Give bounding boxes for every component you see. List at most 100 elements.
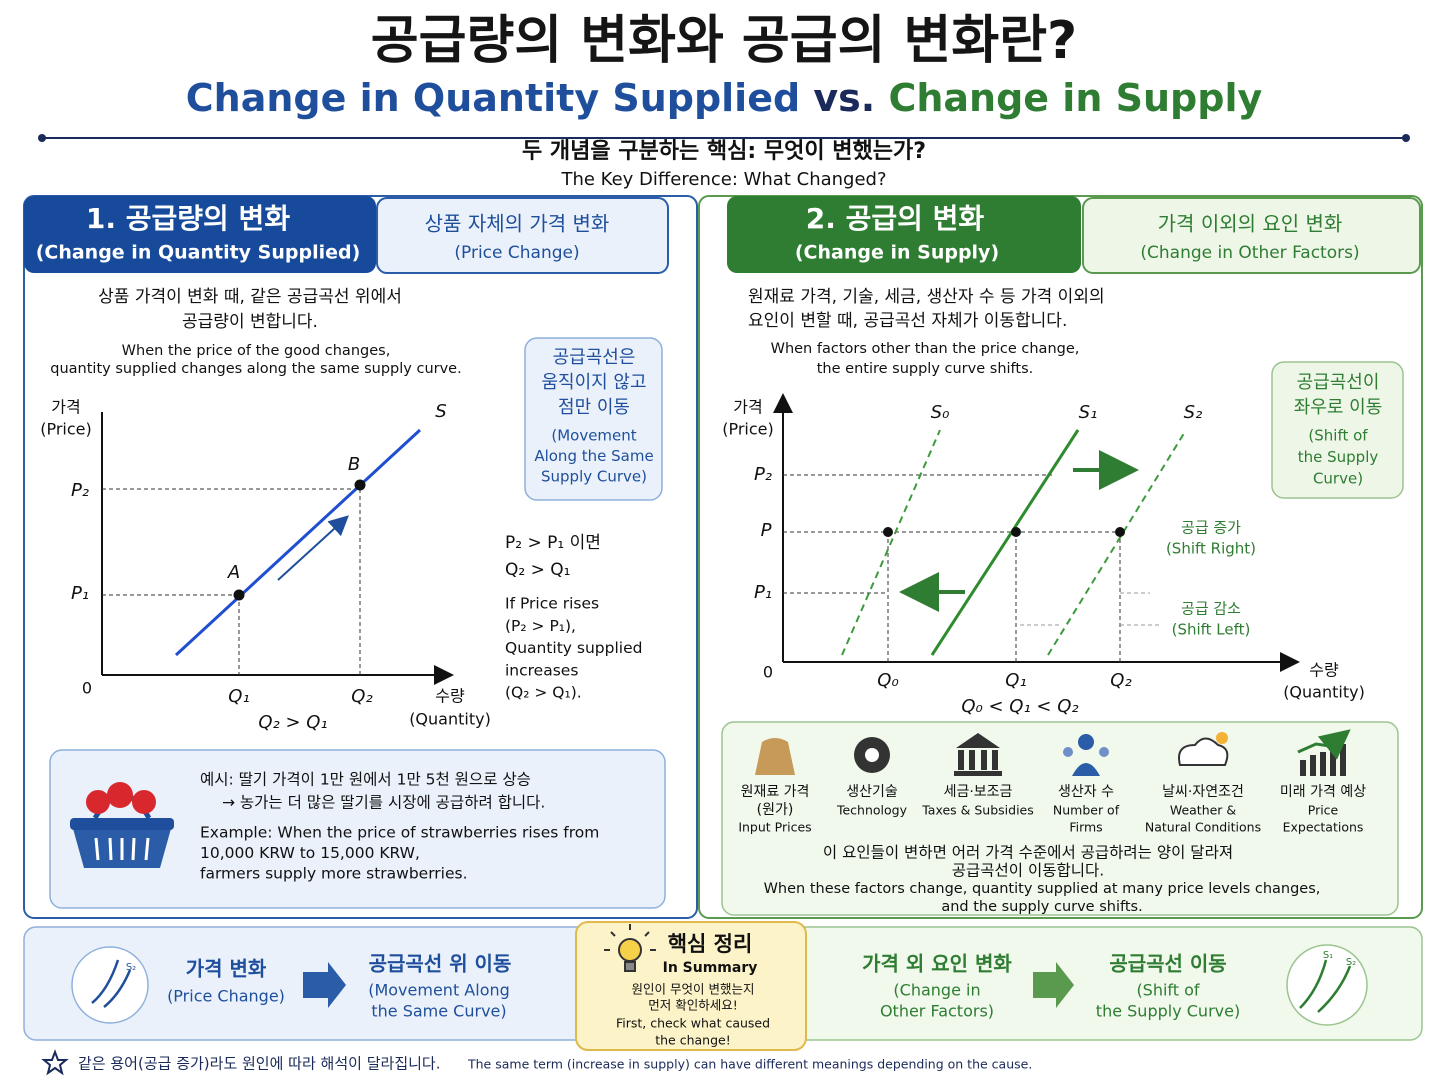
right-graph bbox=[773, 393, 1300, 672]
left-panel bbox=[23, 195, 698, 919]
note-en: Along the Same bbox=[534, 447, 653, 465]
example: 예시: 딸기 가격이 1만 원에서 1만 5천 원으로 상승 bbox=[200, 771, 531, 789]
summary-result-en: the Supply Curve) bbox=[1096, 1002, 1240, 1021]
right-panel bbox=[698, 195, 1423, 919]
example-en: farmers supply more strawberries. bbox=[200, 865, 468, 883]
axis-label: (Price) bbox=[40, 420, 92, 439]
factor-label: 날씨·자연조건 bbox=[1162, 784, 1244, 800]
shift-label: 공급 증가 bbox=[1181, 519, 1241, 537]
summary-result-en: (Shift of bbox=[1136, 981, 1199, 1000]
origin-label: 0 bbox=[763, 663, 773, 682]
quantity-label: Q₂ bbox=[351, 686, 372, 707]
curve-label: S₂ bbox=[1184, 402, 1203, 423]
side-text: P₂ > P₁ 이면 bbox=[505, 533, 601, 553]
factor-label: 원재료 가격 bbox=[741, 784, 810, 800]
factor-label-en: Expectations bbox=[1283, 820, 1364, 835]
factor-note: 공급곡선이 이동합니다. bbox=[952, 862, 1104, 880]
icon-label: S₁ bbox=[1323, 950, 1333, 961]
title-ko: 공급량의 변화와 공급의 변화란? bbox=[371, 11, 1077, 71]
description-en: When the price of the good changes, bbox=[122, 343, 391, 359]
summary-text-en: the change! bbox=[655, 1033, 731, 1048]
example: → 농가는 더 많은 딸기를 시장에 공급하려 합니다. bbox=[222, 794, 545, 812]
summary bbox=[23, 921, 1423, 1076]
axis-label: (Quantity) bbox=[409, 710, 491, 729]
panel-tag-en: (Change in Other Factors) bbox=[1140, 243, 1359, 263]
summary-text: 먼저 확인하세요! bbox=[648, 998, 738, 1013]
factor-note: 이 요인들이 변하면 어러 가격 수준에서 공급하려는 양이 달라져 bbox=[823, 844, 1233, 862]
summary-cause-en: (Price Change) bbox=[167, 987, 285, 1006]
description: 공급량이 변합니다. bbox=[182, 312, 318, 332]
quantity-label: Q₀ bbox=[877, 670, 898, 691]
factor-label: (원가) bbox=[757, 802, 794, 818]
note-en: Curve) bbox=[1313, 470, 1363, 488]
side-text-en: (Q₂ > Q₁). bbox=[505, 684, 582, 702]
factor-label-en: Weather & bbox=[1170, 803, 1237, 818]
note-en: the Supply bbox=[1298, 448, 1379, 466]
panel-tag-en: (Price Change) bbox=[454, 243, 579, 263]
factor-label-en: Taxes & Subsidies bbox=[921, 803, 1034, 818]
factor-label: 생산기술 bbox=[846, 784, 898, 800]
panel-heading: 1. 공급량의 변화 bbox=[86, 202, 290, 235]
curve-label: S₁ bbox=[1079, 402, 1098, 423]
quantity-label: Q₂ bbox=[1110, 670, 1131, 691]
summary-cause: 가격 변화 bbox=[186, 957, 267, 981]
icon-label: S₂ bbox=[1346, 957, 1356, 968]
relation-label: Q₀ < Q₁ < Q₂ bbox=[961, 696, 1078, 717]
shift-label: (Shift Right) bbox=[1166, 540, 1256, 558]
description-en: When factors other than the price change… bbox=[771, 341, 1080, 357]
factor-label: 미래 가격 예상 bbox=[1280, 784, 1366, 800]
factor-label: 생산자 수 bbox=[1058, 784, 1114, 800]
left-graph bbox=[101, 412, 454, 685]
axis-label: 가격 bbox=[733, 398, 762, 417]
description-en: quantity supplied changes along the same… bbox=[50, 361, 461, 377]
point-label: A bbox=[227, 562, 240, 583]
summary-cause-en: Other Factors) bbox=[880, 1002, 994, 1021]
subtitle-ko: 두 개념을 구분하는 핵심: 무엇이 변했는가? bbox=[522, 139, 926, 164]
description: 상품 가격이 변화 때, 같은 공급곡선 위에서 bbox=[98, 287, 402, 307]
point-label: B bbox=[348, 454, 360, 475]
summary-cause-en: (Change in bbox=[893, 981, 980, 1000]
panel-tag: 상품 자체의 가격 변화 bbox=[425, 212, 610, 236]
summary-title-en: In Summary bbox=[663, 960, 758, 976]
factor-label-en: Technology bbox=[836, 803, 908, 818]
factor-note-en: When these factors change, quantity supp… bbox=[764, 881, 1321, 897]
note: 공급곡선은 bbox=[553, 347, 636, 368]
example-en: 10,000 KRW to 15,000 KRW, bbox=[200, 844, 420, 862]
price-label: P₂ bbox=[754, 464, 772, 485]
quantity-label: Q₁ bbox=[1005, 670, 1026, 691]
footer-en: The same term (increase in supply) can h… bbox=[467, 1057, 1032, 1072]
summary-text-en: First, check what caused bbox=[616, 1016, 770, 1031]
factor-label-en: Number of bbox=[1053, 803, 1120, 818]
side-text: Q₂ > Q₁ bbox=[505, 560, 570, 580]
relation-label: Q₂ > Q₁ bbox=[258, 712, 327, 733]
shift-label: (Shift Left) bbox=[1172, 621, 1251, 639]
summary-text: 원인이 무엇이 변했는지 bbox=[632, 982, 755, 997]
note: 움직이지 않고 bbox=[541, 372, 646, 393]
summary-result: 공급곡선 이동 bbox=[1109, 952, 1226, 976]
divider bbox=[38, 134, 1410, 142]
factor-label: 세금·보조금 bbox=[944, 784, 1013, 800]
price-label: P₁ bbox=[71, 583, 89, 604]
title-en-2: Change in Supply bbox=[888, 76, 1262, 120]
factor-label-en: Input Prices bbox=[738, 820, 811, 835]
factor-label-en: Firms bbox=[1069, 820, 1102, 835]
subtitle-en: The Key Difference: What Changed? bbox=[560, 169, 886, 190]
origin-label: 0 bbox=[82, 679, 92, 698]
example-en: Example: When the price of strawberries … bbox=[200, 824, 599, 842]
axis-label: 수량 bbox=[435, 687, 465, 706]
side-text-en: increases bbox=[505, 661, 578, 679]
axis-label: 수량 bbox=[1309, 661, 1339, 680]
basket-icon bbox=[70, 782, 174, 868]
title-en-vs: vs. bbox=[813, 76, 875, 120]
panel-heading: 2. 공급의 변화 bbox=[806, 202, 985, 235]
description: 원재료 가격, 기술, 세금, 생산자 수 등 가격 이외의 bbox=[748, 287, 1105, 307]
side-text-en: Quantity supplied bbox=[505, 639, 642, 657]
description-en: the entire supply curve shifts. bbox=[817, 361, 1033, 377]
note-en: (Movement bbox=[551, 427, 636, 445]
axis-label: 가격 bbox=[51, 398, 80, 417]
title-en-1: Change in Quantity Supplied bbox=[186, 76, 800, 120]
factor-label-en: Price bbox=[1308, 803, 1339, 818]
curve-label: S₀ bbox=[931, 402, 950, 423]
factor-note-en: and the supply curve shifts. bbox=[941, 899, 1142, 915]
